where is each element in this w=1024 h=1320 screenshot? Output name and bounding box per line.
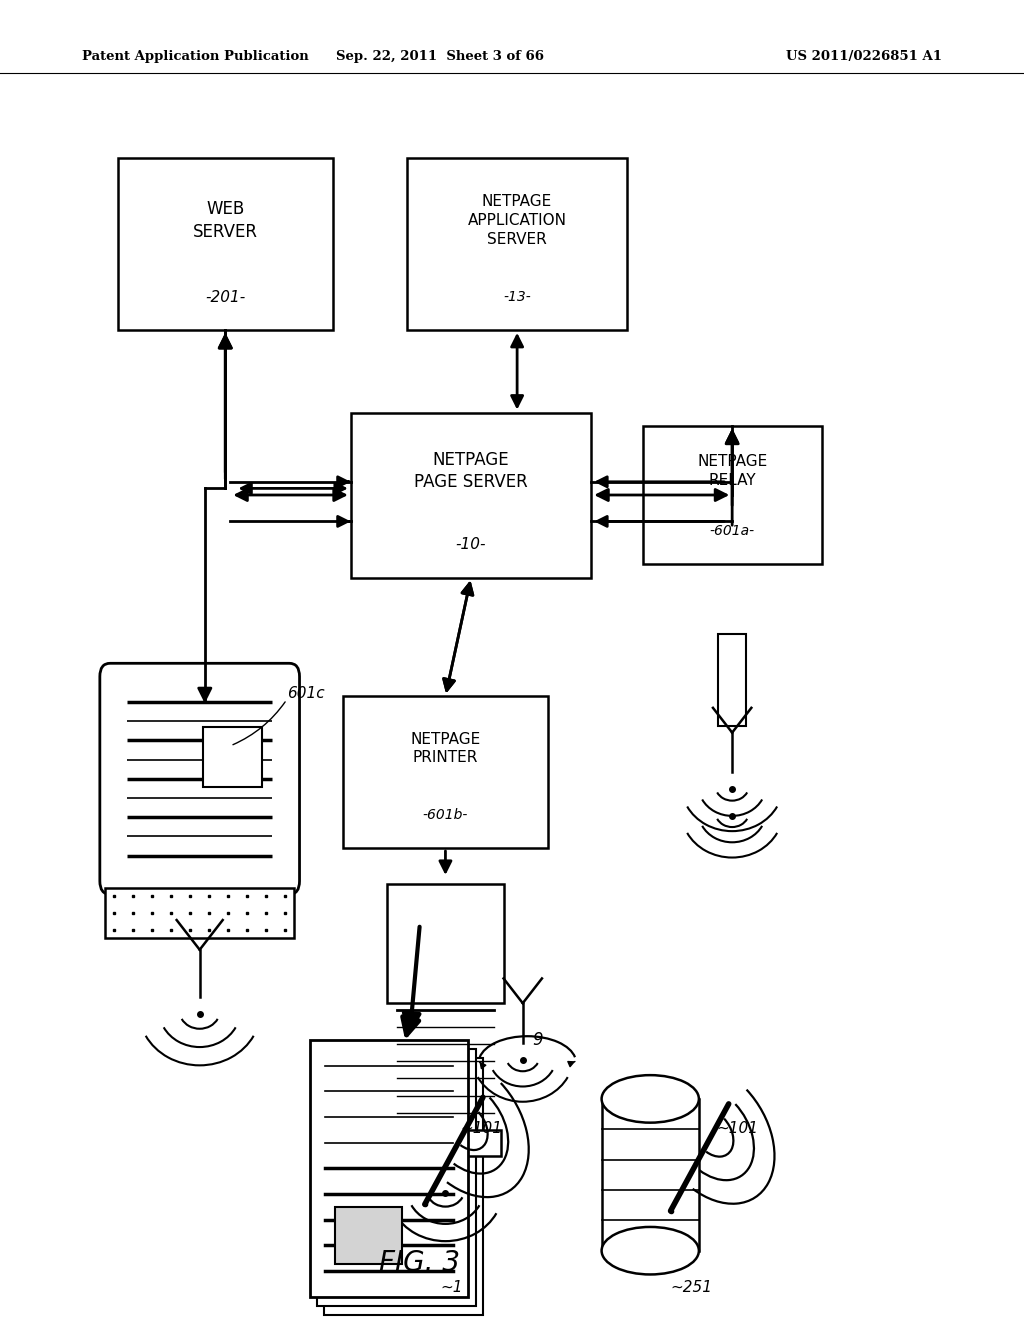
Text: Patent Application Publication: Patent Application Publication bbox=[82, 50, 308, 63]
Text: FIG. 3: FIG. 3 bbox=[379, 1249, 461, 1278]
Text: ~251: ~251 bbox=[671, 1279, 713, 1295]
FancyBboxPatch shape bbox=[643, 425, 821, 565]
Text: NETPAGE
RELAY: NETPAGE RELAY bbox=[697, 454, 767, 488]
FancyBboxPatch shape bbox=[324, 1059, 483, 1315]
Text: -10-: -10- bbox=[456, 537, 486, 552]
FancyBboxPatch shape bbox=[100, 663, 299, 895]
FancyBboxPatch shape bbox=[105, 887, 295, 937]
Text: NETPAGE
PRINTER: NETPAGE PRINTER bbox=[411, 731, 480, 766]
FancyBboxPatch shape bbox=[408, 158, 627, 330]
Text: ~101: ~101 bbox=[461, 1121, 503, 1137]
FancyBboxPatch shape bbox=[203, 727, 261, 788]
FancyBboxPatch shape bbox=[718, 634, 746, 726]
FancyBboxPatch shape bbox=[350, 412, 592, 578]
Text: NETPAGE
PAGE SERVER: NETPAGE PAGE SERVER bbox=[414, 451, 528, 491]
FancyBboxPatch shape bbox=[389, 1130, 502, 1156]
Text: 601c: 601c bbox=[287, 685, 325, 701]
Ellipse shape bbox=[602, 1228, 698, 1275]
Text: Sep. 22, 2011  Sheet 3 of 66: Sep. 22, 2011 Sheet 3 of 66 bbox=[336, 50, 545, 63]
FancyBboxPatch shape bbox=[309, 1040, 469, 1296]
FancyBboxPatch shape bbox=[118, 158, 333, 330]
Text: NETPAGE
APPLICATION
SERVER: NETPAGE APPLICATION SERVER bbox=[468, 194, 566, 247]
Text: US 2011/0226851 A1: US 2011/0226851 A1 bbox=[786, 50, 942, 63]
FancyBboxPatch shape bbox=[317, 1048, 475, 1307]
Text: ~1: ~1 bbox=[440, 1279, 463, 1295]
Text: 9: 9 bbox=[532, 1031, 543, 1049]
Text: -201-: -201- bbox=[205, 289, 246, 305]
Text: -601b-: -601b- bbox=[423, 808, 468, 822]
Text: WEB
SERVER: WEB SERVER bbox=[193, 201, 258, 240]
FancyBboxPatch shape bbox=[602, 1098, 698, 1251]
Text: ~101: ~101 bbox=[717, 1121, 759, 1137]
Text: -13-: -13- bbox=[503, 290, 531, 304]
Ellipse shape bbox=[604, 1077, 696, 1119]
Ellipse shape bbox=[602, 1074, 698, 1122]
Text: -601a-: -601a- bbox=[710, 524, 755, 539]
FancyBboxPatch shape bbox=[387, 884, 504, 1003]
FancyBboxPatch shape bbox=[343, 697, 548, 849]
FancyBboxPatch shape bbox=[336, 1208, 402, 1265]
